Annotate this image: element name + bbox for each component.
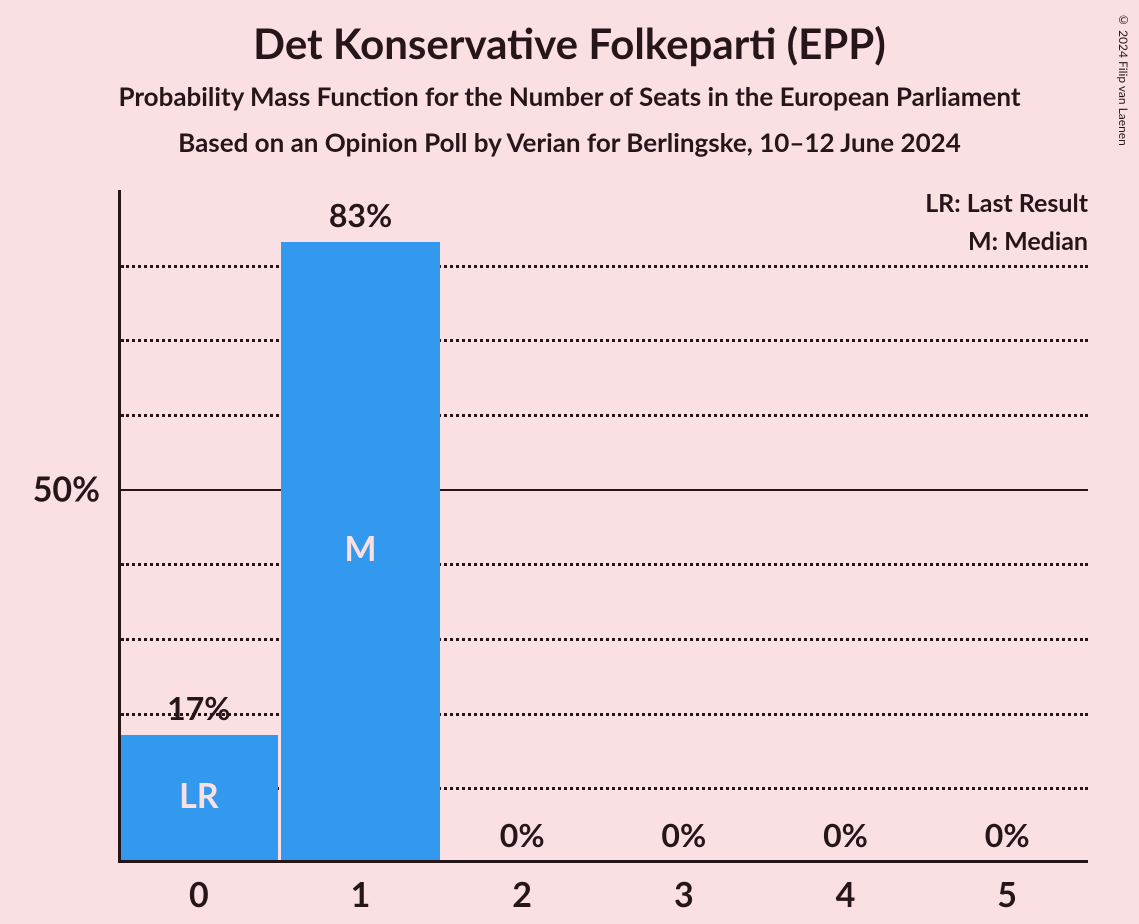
grid-minor xyxy=(121,265,1088,268)
legend-last-result: LR: Last Result xyxy=(925,188,1088,218)
bar-inner-label-lr: LR xyxy=(179,775,219,816)
bar-value-label: 0% xyxy=(661,815,706,854)
x-tick-1: 1 xyxy=(351,874,371,915)
x-tick-3: 3 xyxy=(674,874,694,915)
x-tick-0: 0 xyxy=(189,874,209,915)
grid-minor xyxy=(121,713,1088,716)
bar-value-label: 83% xyxy=(329,195,392,234)
bar-value-label: 0% xyxy=(823,815,868,854)
x-tick-4: 4 xyxy=(836,874,856,915)
legend-median: M: Median xyxy=(968,226,1088,256)
chart-subtitle-2: Based on an Opinion Poll by Verian for B… xyxy=(0,126,1139,158)
chart-title: Det Konservative Folkeparti (EPP) xyxy=(0,0,1139,68)
bar-inner-label-m: M xyxy=(344,528,376,569)
copyright-text: © 2024 Filip van Laenen xyxy=(1116,12,1131,146)
chart-subtitle-1: Probability Mass Function for the Number… xyxy=(0,80,1139,112)
x-tick-5: 5 xyxy=(997,874,1017,915)
x-axis xyxy=(118,860,1088,863)
bar-value-label: 0% xyxy=(500,815,545,854)
x-tick-2: 2 xyxy=(512,874,532,915)
grid-major xyxy=(121,489,1088,491)
grid-minor xyxy=(121,339,1088,342)
bar-value-label: 17% xyxy=(167,688,230,727)
y-axis-label-50: 50% xyxy=(33,468,100,509)
chart-plot-area: 17% LR 83% M 0% 0% 0% 0% xyxy=(118,190,1088,862)
bar-value-label: 0% xyxy=(985,815,1030,854)
grid-minor xyxy=(121,414,1088,417)
grid-minor xyxy=(121,563,1088,566)
grid-minor xyxy=(121,638,1088,641)
y-axis xyxy=(118,190,121,862)
